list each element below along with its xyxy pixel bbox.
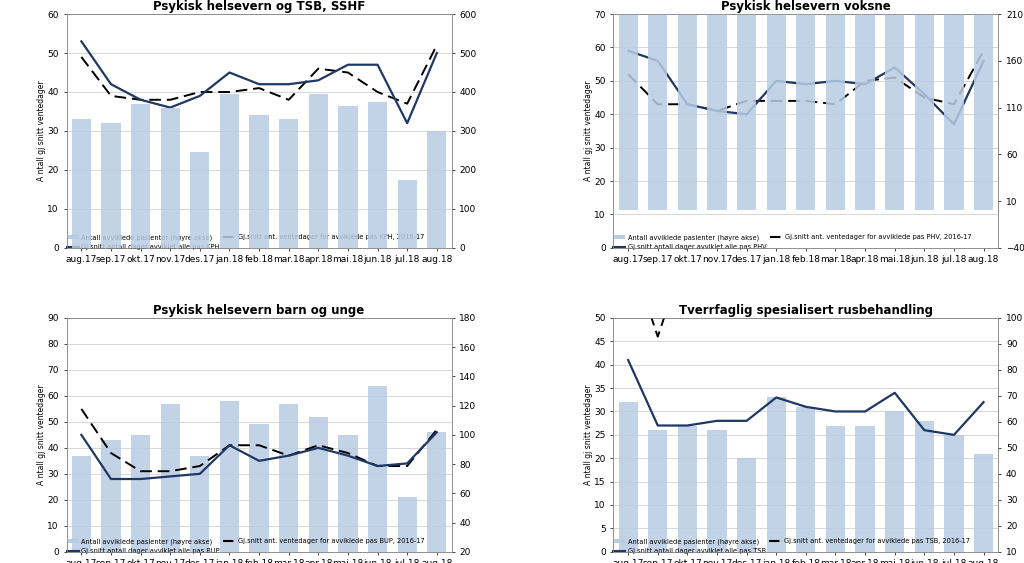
Bar — [131, 104, 151, 248]
Bar — [161, 404, 180, 552]
Bar — [427, 432, 446, 552]
Bar — [797, 407, 815, 552]
Bar — [737, 0, 757, 211]
Bar — [161, 108, 180, 248]
Title: Psykisk helsevern barn og unge: Psykisk helsevern barn og unge — [154, 304, 365, 317]
Legend: Antall avviklede pasienter (høyre akse), Gj snitt antall dager avviklet alle pas: Antall avviklede pasienter (høyre akse),… — [67, 538, 425, 554]
Bar — [885, 0, 904, 211]
Bar — [131, 435, 151, 552]
Title: Tverrfaglig spesialisert rusbehandling: Tverrfaglig spesialisert rusbehandling — [679, 304, 933, 317]
Bar — [397, 180, 417, 248]
Legend: Antall avviklede pasienter (høyre akse), Gj snitt antall dager avviklet alle pas: Antall avviklede pasienter (høyre akse),… — [613, 234, 971, 250]
Bar — [280, 119, 298, 248]
Bar — [308, 417, 328, 552]
Bar — [826, 426, 845, 552]
Bar — [737, 458, 757, 552]
Bar — [944, 435, 964, 552]
Bar — [708, 0, 727, 211]
Bar — [914, 0, 934, 211]
Legend: Antall avviklede pasienter (høyre akse), Gj snitt antall dager avviklet alle pas: Antall avviklede pasienter (høyre akse),… — [613, 538, 970, 554]
Bar — [427, 131, 446, 248]
Bar — [618, 402, 638, 552]
Title: Psykisk helsevern voksne: Psykisk helsevern voksne — [721, 0, 891, 13]
Bar — [914, 421, 934, 552]
Bar — [974, 0, 993, 211]
Y-axis label: A ntall gj snitt ventedager: A ntall gj snitt ventedager — [584, 81, 593, 181]
Bar — [397, 497, 417, 552]
Bar — [72, 455, 91, 552]
Bar — [678, 0, 697, 211]
Y-axis label: A ntall gj snitt ventedager: A ntall gj snitt ventedager — [37, 385, 46, 485]
Bar — [767, 0, 785, 211]
Bar — [944, 0, 964, 211]
Bar — [648, 430, 668, 552]
Bar — [767, 397, 785, 552]
Bar — [368, 102, 387, 248]
Bar — [338, 106, 357, 248]
Bar — [190, 153, 210, 248]
Bar — [855, 0, 874, 211]
Bar — [220, 401, 239, 552]
Bar — [72, 119, 91, 248]
Bar — [280, 404, 298, 552]
Bar — [797, 0, 815, 211]
Bar — [855, 426, 874, 552]
Bar — [101, 440, 121, 552]
Y-axis label: A ntall gj snitt ventedager: A ntall gj snitt ventedager — [584, 385, 593, 485]
Bar — [648, 0, 668, 211]
Bar — [826, 0, 845, 211]
Bar — [368, 386, 387, 552]
Bar — [220, 94, 239, 248]
Bar — [708, 430, 727, 552]
Y-axis label: A ntall gj snitt ventedager: A ntall gj snitt ventedager — [37, 81, 46, 181]
Bar — [101, 123, 121, 248]
Bar — [250, 425, 268, 552]
Bar — [338, 435, 357, 552]
Bar — [308, 94, 328, 248]
Bar — [618, 0, 638, 211]
Bar — [974, 454, 993, 552]
Bar — [885, 412, 904, 552]
Title: Psykisk helsevern og TSB, SSHF: Psykisk helsevern og TSB, SSHF — [153, 0, 366, 13]
Bar — [678, 426, 697, 552]
Bar — [250, 115, 268, 248]
Legend: Antall avviklede pasienter (høyre akse), Gj snitt antall dager avviklet alle pas: Antall avviklede pasienter (høyre akse),… — [67, 234, 424, 250]
Bar — [190, 455, 210, 552]
